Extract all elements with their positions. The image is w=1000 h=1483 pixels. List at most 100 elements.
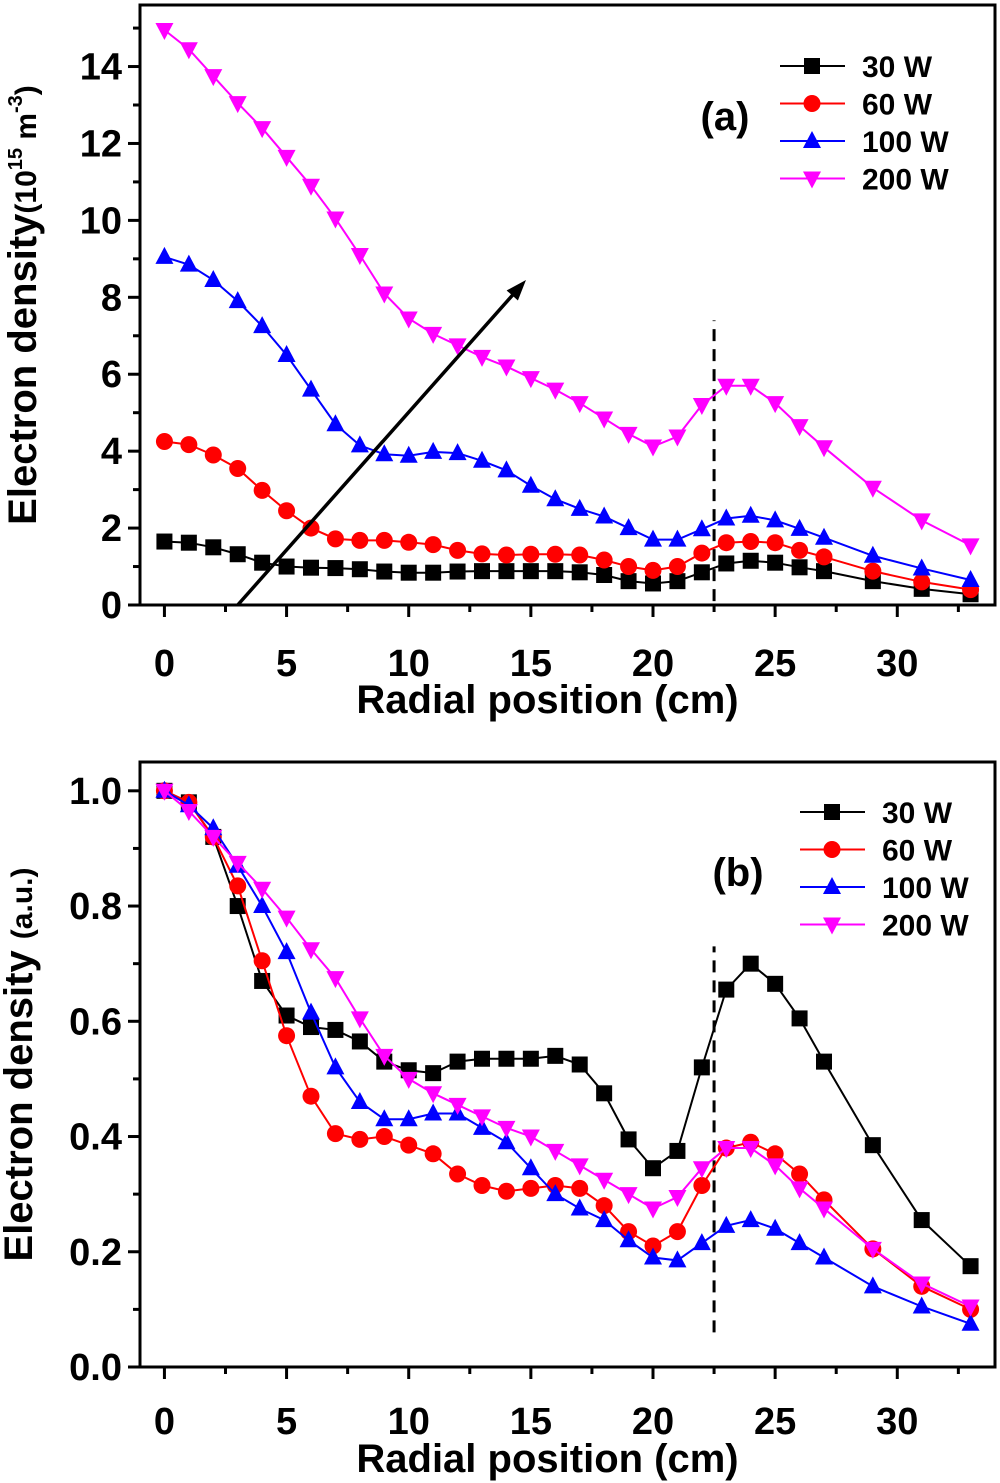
y-axis-label-part: ) [10, 85, 43, 95]
data-point [645, 575, 661, 592]
legend-entry: 200 W [780, 164, 949, 197]
data-point [791, 1165, 809, 1183]
data-point [863, 480, 882, 498]
data-point [546, 545, 564, 563]
data-point [351, 1033, 368, 1050]
data-point [718, 555, 735, 572]
panel-label: (a) [701, 95, 750, 139]
data-point [619, 1187, 638, 1205]
data-point [521, 1158, 540, 1176]
data-point [644, 1247, 662, 1265]
data-point [766, 396, 785, 414]
y-axis-label-part: 15 [5, 148, 27, 170]
data-point [693, 564, 710, 581]
data-point [350, 248, 369, 265]
data-point [302, 519, 320, 537]
legend-entry: 200 W [800, 910, 969, 943]
data-point [595, 1210, 614, 1228]
data-point [204, 829, 223, 847]
data-point [497, 460, 516, 478]
data-point [644, 1201, 662, 1219]
y-tick-label: 0.6 [69, 1001, 122, 1043]
x-tick-label: 25 [754, 1401, 796, 1443]
data-point [350, 435, 369, 453]
data-point [302, 942, 320, 960]
data-point [497, 1120, 516, 1138]
data-point [816, 1053, 832, 1070]
data-point [424, 441, 443, 459]
data-point [912, 1296, 931, 1314]
data-point [790, 1233, 809, 1251]
data-point [546, 1184, 565, 1202]
data-point [547, 1047, 564, 1064]
data-point [229, 459, 247, 477]
data-point [741, 378, 760, 396]
data-point [449, 1165, 467, 1183]
data-point [961, 538, 980, 556]
data-point [546, 1143, 565, 1161]
data-point [815, 1247, 833, 1265]
y-tick-label: 0.2 [69, 1232, 122, 1274]
data-point [791, 541, 809, 559]
data-point [791, 1010, 808, 1027]
data-point [253, 316, 272, 334]
data-point [570, 396, 589, 414]
data-point [913, 1212, 930, 1229]
data-point [229, 898, 246, 915]
data-point [326, 1125, 344, 1143]
data-point [962, 1258, 979, 1275]
data-point [474, 563, 490, 580]
series-200w [155, 783, 980, 1317]
data-point [302, 178, 320, 196]
legend-entry: 100 W [780, 126, 949, 159]
data-point [596, 1085, 613, 1102]
data-point [913, 573, 931, 591]
data-point [669, 573, 686, 590]
data-point [278, 502, 296, 520]
data-point [595, 1197, 613, 1215]
data-point [766, 534, 784, 552]
data-point [521, 371, 540, 389]
data-point [254, 972, 271, 989]
data-point [693, 1177, 711, 1194]
data-point [741, 1141, 760, 1159]
data-point [277, 942, 296, 960]
data-point [570, 1158, 589, 1176]
data-point [571, 1179, 589, 1197]
y-tick-label: 0.0 [69, 1347, 122, 1389]
data-point [961, 1313, 980, 1331]
y-tick-label: 6 [101, 354, 122, 396]
data-point [863, 1276, 882, 1294]
trend-arrow [236, 286, 521, 607]
y-tick-label: 0.8 [69, 886, 122, 928]
data-point [278, 1027, 296, 1045]
data-point [376, 563, 393, 580]
data-point [155, 433, 173, 451]
plot-frame [138, 760, 997, 1369]
data-point [912, 558, 931, 576]
x-tick-label: 20 [632, 643, 674, 685]
data-point [521, 475, 540, 493]
x-tick-label: 10 [388, 1401, 430, 1443]
data-point [766, 1145, 784, 1163]
legend-label: 200 W [862, 164, 949, 197]
y-axis-label: Electron density(1015 m-3) [1, 85, 45, 525]
x-axis-label: Radial position (cm) [356, 678, 738, 722]
data-point [595, 506, 614, 524]
data-point [595, 1172, 614, 1190]
data-point [644, 561, 662, 579]
data-point [473, 349, 491, 367]
data-point [668, 1223, 686, 1241]
legend-marker [823, 877, 841, 894]
data-point [351, 531, 369, 549]
legend-marker [824, 804, 840, 820]
data-point [741, 505, 760, 523]
data-point [424, 1145, 442, 1163]
data-point [692, 519, 711, 537]
y-tick-label: 4 [101, 431, 122, 473]
data-point [303, 559, 319, 576]
data-point [228, 96, 247, 114]
data-point [620, 573, 637, 590]
data-point [326, 971, 345, 989]
